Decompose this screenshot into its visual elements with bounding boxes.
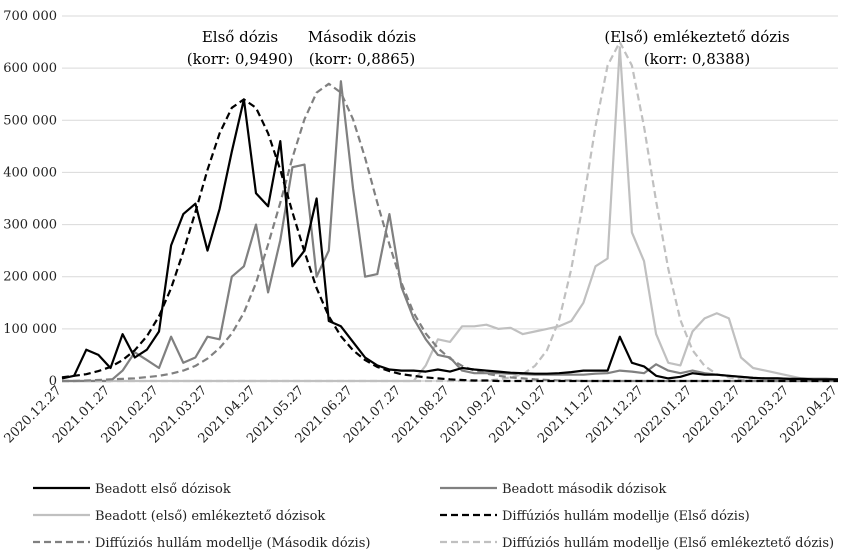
legend-label: Diffúziós hullám modellje (Második dózis…	[95, 536, 370, 551]
y-tick-label: 0	[49, 374, 57, 389]
series-line	[61, 98, 838, 381]
series-line	[62, 41, 838, 383]
annotation: (korr: 0,8388)	[644, 50, 750, 68]
annotation: Első dózis	[202, 28, 278, 46]
annotation: Második dózis	[308, 28, 416, 46]
series-line	[61, 98, 838, 383]
y-tick-label: 100 000	[3, 322, 57, 337]
legend-label: Diffúziós hullám modellje (Első dózis)	[502, 509, 750, 524]
y-tick-label: 500 000	[3, 113, 57, 128]
y-tick-label: 600 000	[3, 61, 57, 76]
legend-label: Diffúziós hullám modellje (Első emlékezt…	[502, 536, 834, 551]
y-tick-label: 200 000	[3, 270, 57, 285]
annotation: (korr: 0,8865)	[309, 50, 415, 68]
legend-label: Beadott (első) emlékeztető dózisok	[95, 509, 325, 524]
y-tick-label: 700 000	[3, 9, 57, 24]
legend-label: Beadott második dózisok	[502, 482, 666, 497]
y-tick-label: 400 000	[3, 165, 57, 180]
series-line	[62, 82, 838, 383]
legend-label: Beadott első dózisok	[95, 482, 231, 497]
annotation: (korr: 0,9490)	[187, 50, 293, 68]
series-line	[62, 46, 839, 383]
series-line	[62, 80, 838, 383]
annotation: (Első) emlékeztető dózis	[604, 28, 789, 46]
y-tick-label: 300 000	[3, 218, 57, 233]
